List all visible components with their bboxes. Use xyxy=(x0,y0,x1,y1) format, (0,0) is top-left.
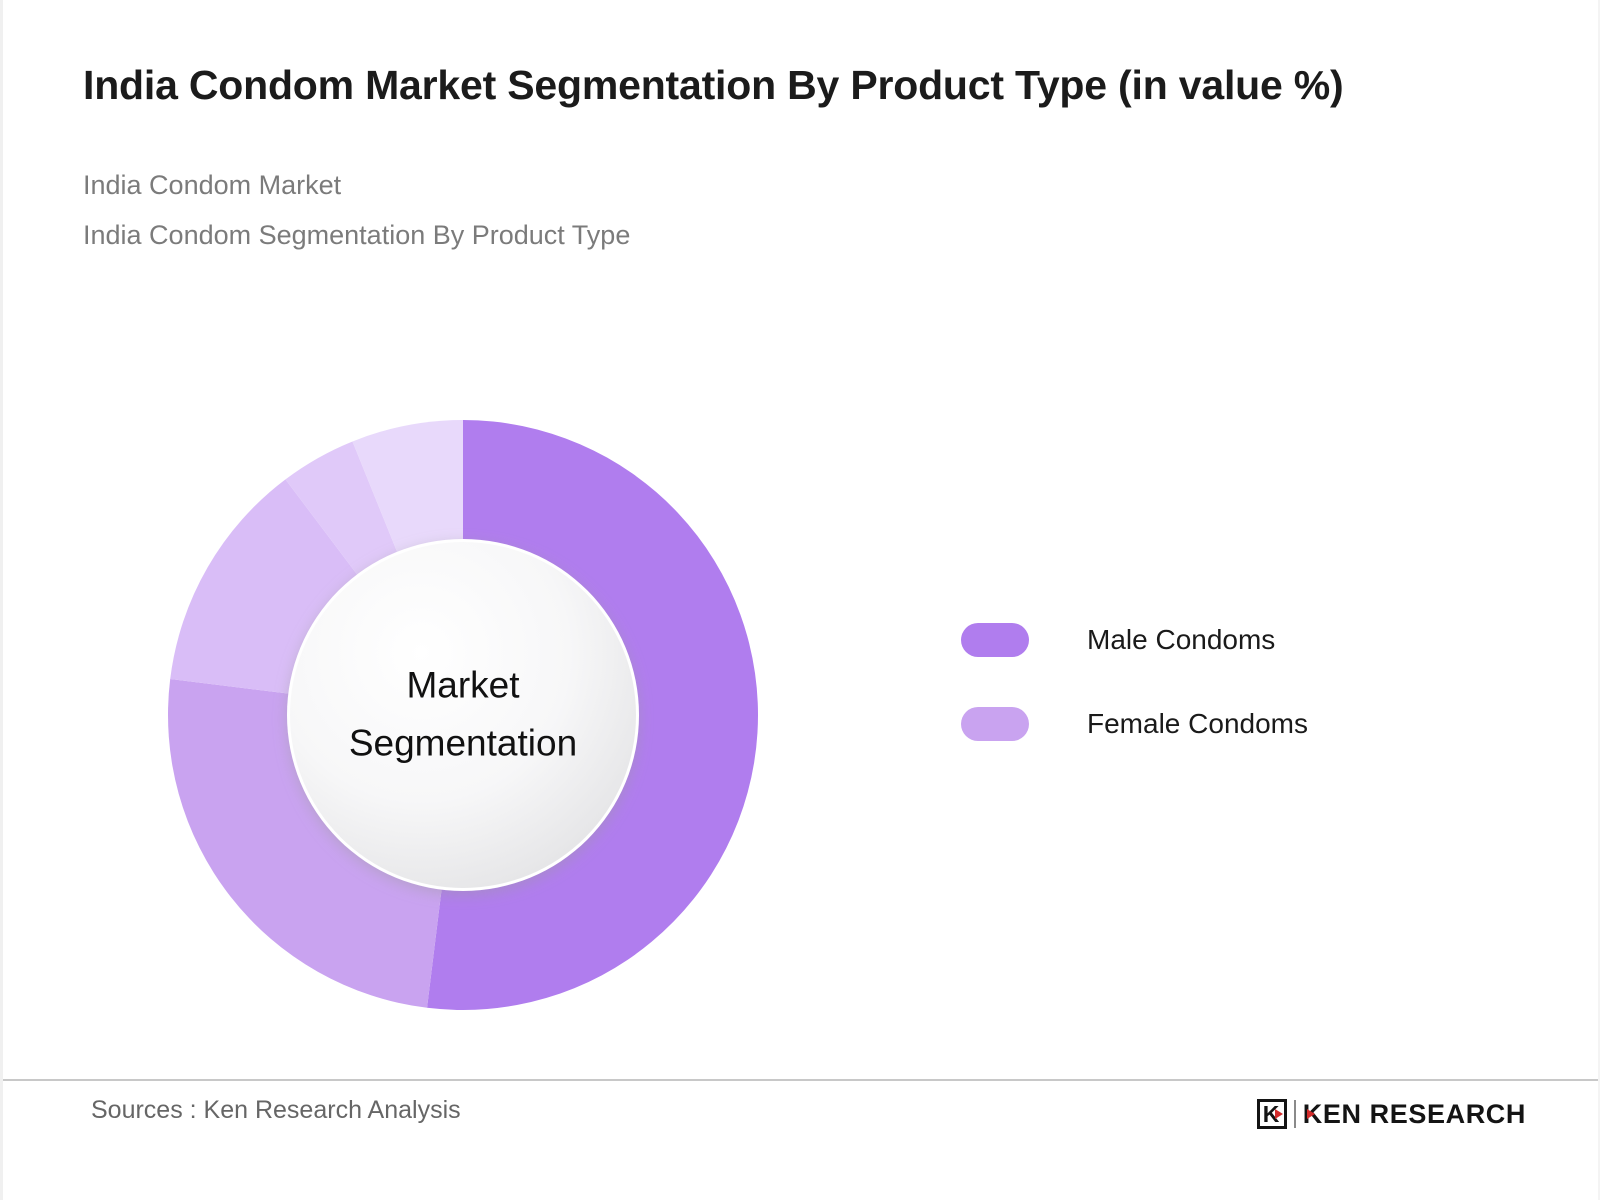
page-title: India Condom Market Segmentation By Prod… xyxy=(83,62,1344,108)
header: India Condom Market Segmentation By Prod… xyxy=(83,58,1483,261)
legend-label-female-condoms: Female Condoms xyxy=(1087,708,1308,739)
donut-svg xyxy=(168,420,758,1010)
subtitle-line-2: India Condom Segmentation By Product Typ… xyxy=(83,220,631,251)
chart-legend: Male Condoms Female Condoms xyxy=(961,598,1308,766)
footer-divider xyxy=(3,1079,1598,1081)
logo-red-triangle-icon xyxy=(1274,1109,1283,1119)
donut-hub xyxy=(290,542,636,888)
legend-swatch-icon-male-condoms xyxy=(961,623,1029,657)
logo-wordmark-text: KEN RESEARCH xyxy=(1302,1098,1526,1129)
subtitle-block: India Condom Market India Condom Segment… xyxy=(83,160,1483,260)
legend-label-male-condoms: Male Condoms xyxy=(1087,624,1276,655)
legend-item-female-condoms[interactable]: Female Condoms xyxy=(961,682,1308,766)
footer-source-text: Sources : Ken Research Analysis xyxy=(91,1096,461,1124)
subtitle-line-1: India Condom Market xyxy=(83,170,342,201)
logo-wordmark: KEN RESEARCH xyxy=(1303,1099,1526,1130)
logo-mark-letter: K xyxy=(1262,1101,1280,1127)
ken-research-logo: K KEN RESEARCH xyxy=(1256,1097,1526,1131)
chart-area: Market Segmentation Male Condoms Female … xyxy=(3,400,1600,1040)
logo-wordmark-triangle-icon xyxy=(1306,1108,1315,1119)
logo-divider-bar xyxy=(1293,1100,1296,1128)
logo-k-mark-icon: K xyxy=(1256,1099,1287,1129)
legend-swatch-icon-female-condoms xyxy=(961,707,1029,741)
legend-item-male-condoms[interactable]: Male Condoms xyxy=(961,598,1308,682)
donut-chart: Market Segmentation xyxy=(168,420,758,1010)
